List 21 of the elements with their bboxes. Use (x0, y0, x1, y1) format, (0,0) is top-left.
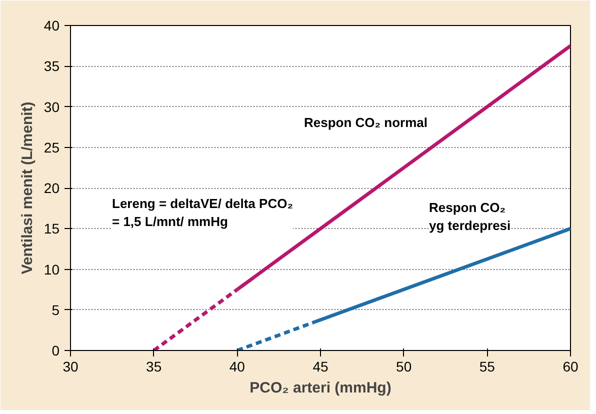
x-tick-label: 60 (562, 358, 578, 374)
y-tick-label: 30 (44, 98, 60, 115)
y-tick-label: 40 (44, 18, 60, 34)
y-tick-label: 35 (44, 58, 60, 74)
y-tick-label: 5 (52, 302, 60, 318)
x-tick-label: 55 (479, 358, 496, 374)
y-tick-label: 15 (44, 220, 60, 237)
y-axis-title: Ventilasi menit (L/menit) (18, 102, 36, 274)
x-tick-label: 40 (229, 358, 246, 374)
annotation: Respon CO₂ yg terdepresi (429, 200, 511, 234)
y-tick-label: 0 (52, 342, 60, 358)
x-tick-label: 35 (146, 358, 162, 374)
y-tick-label: 10 (44, 261, 60, 278)
x-tick-label: 30 (62, 358, 78, 374)
annotation: Respon CO₂ normal (304, 114, 428, 130)
x-axis-title: PCO₂ arteri (mmHg) (250, 380, 392, 396)
y-tick-label: 25 (44, 139, 60, 156)
annotation: Lereng = deltaVE/ delta PCO₂ = 1,5 L/mnt/ mmHg (112, 196, 294, 230)
x-tick-label: 50 (396, 358, 412, 374)
y-tick-label: 20 (44, 180, 60, 196)
x-tick-label: 45 (312, 358, 328, 374)
